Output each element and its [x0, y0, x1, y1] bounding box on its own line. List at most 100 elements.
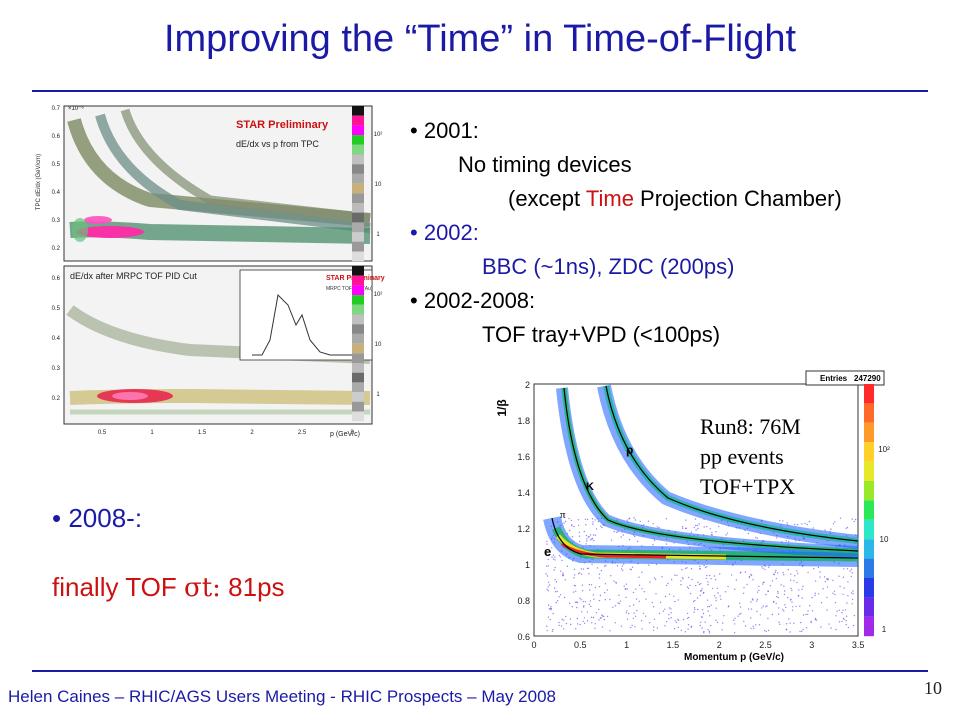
scatter-dot: [783, 610, 785, 612]
scatter-dot: [581, 611, 583, 613]
scatter-dot: [715, 619, 717, 621]
scatter-dot: [601, 615, 604, 617]
scatter-dot: [598, 619, 600, 621]
scatter-dot: [820, 626, 822, 628]
bottom-panel-label: dE/dx after MRPC TOF PID Cut: [70, 271, 197, 281]
scatter-dot: [707, 606, 709, 608]
scatter-dot: [626, 588, 628, 590]
year-2002-2008: 2002-2008:: [423, 288, 536, 313]
scatter-dot: [580, 599, 582, 601]
scatter-dot: [586, 611, 589, 613]
scatter-dot: [685, 567, 687, 570]
inverse-beta-colorbar-cell: [864, 597, 874, 617]
scatter-dot: [761, 566, 763, 568]
scatter-dot: [762, 567, 764, 569]
scatter-dot: [609, 630, 611, 632]
scatter-dot: [589, 534, 592, 536]
scatter-dot: [780, 584, 782, 586]
scatter-dot: [680, 629, 683, 631]
scatter-dot: [691, 578, 693, 581]
scatter-dot: [614, 605, 617, 607]
scatter-dot: [582, 590, 584, 592]
scatter-dot: [722, 622, 724, 624]
scatter-dot: [670, 612, 672, 614]
scatter-dot: [693, 607, 696, 609]
scatter-dot: [820, 602, 823, 604]
colorbar-cell: [352, 241, 364, 252]
scatter-dot: [814, 580, 817, 582]
scatter-dot: [852, 590, 854, 592]
scatter-dot: [576, 606, 578, 609]
scatter-dot: [613, 530, 615, 533]
scatter-dot: [618, 602, 621, 605]
scatter-dot: [586, 518, 589, 521]
scatter-dot: [571, 536, 574, 538]
scatter-dot: [720, 598, 722, 600]
scatter-dot: [800, 621, 802, 624]
scatter-dot: [636, 540, 639, 543]
scatter-dot: [764, 629, 766, 632]
dedx-y-tick-bottom: 0.2: [52, 396, 61, 402]
scatter-dot: [815, 619, 818, 621]
scatter-dot: [850, 568, 853, 570]
scatter-dot: [566, 565, 568, 567]
scatter-dot: [708, 632, 711, 634]
scatter-dot: [575, 601, 578, 603]
scatter-dot: [643, 524, 645, 526]
scatter-dot: [590, 605, 592, 608]
scatter-dot: [794, 523, 796, 526]
scatter-dot: [559, 594, 562, 596]
inverse-beta-x-tick: 0.5: [574, 640, 587, 650]
scatter-dot: [664, 625, 666, 627]
colorbar-cell: [352, 106, 364, 116]
scatter-dot: [626, 519, 628, 521]
scatter-dot: [575, 590, 577, 592]
scatter-dot: [575, 628, 577, 630]
scatter-dot: [576, 601, 579, 604]
scatter-dot: [686, 586, 689, 588]
colorbar-cell: [352, 173, 364, 184]
scatter-dot: [777, 596, 780, 599]
scatter-dot: [573, 525, 575, 528]
scatter-dot: [845, 527, 847, 529]
band-label-p: p: [626, 443, 633, 457]
scatter-dot: [588, 536, 590, 538]
scatter-dot: [615, 581, 617, 584]
dedx-y-tick-top: 0.7: [52, 106, 61, 112]
year-2002: 2002:: [423, 220, 479, 245]
scatter-dot: [639, 520, 641, 523]
scatter-dot: [779, 520, 781, 522]
scatter-dot: [716, 587, 718, 589]
scatter-dot: [581, 584, 584, 586]
scatter-dot: [767, 629, 770, 632]
scatter-dot: [626, 610, 628, 612]
scatter-dot: [852, 624, 855, 627]
band-label-e: e: [544, 544, 551, 559]
scatter-dot: [738, 613, 741, 615]
colorbar-cell: [352, 212, 364, 223]
inverse-beta-colorbar-cell: [864, 558, 874, 578]
scatter-dot: [775, 602, 777, 605]
scatter-dot: [845, 620, 847, 622]
scatter-dot: [852, 593, 854, 595]
scatter-dot: [704, 621, 706, 623]
bullet-2001-line: No timing devices: [458, 152, 632, 177]
scatter-dot: [621, 565, 623, 567]
scatter-dot: [674, 574, 676, 576]
scatter-dot: [790, 587, 792, 590]
scatter-dot: [554, 579, 556, 581]
scatter-dot: [826, 579, 829, 581]
scatter-dot: [587, 567, 590, 569]
scatter-dot: [798, 589, 800, 591]
scatter-dot: [847, 626, 850, 629]
scatter-dot: [571, 525, 573, 527]
bullet-2002: • 2002:: [410, 220, 479, 245]
colorbar-cell: [352, 324, 364, 334]
scatter-dot: [733, 632, 736, 634]
scatter-dot: [698, 583, 701, 586]
scatter-dot: [569, 602, 571, 604]
scatter-dot: [759, 614, 762, 616]
scatter-dot: [789, 599, 792, 601]
scatter-dot: [830, 627, 832, 629]
dedx-y-tick-top: 0.6: [52, 134, 61, 140]
